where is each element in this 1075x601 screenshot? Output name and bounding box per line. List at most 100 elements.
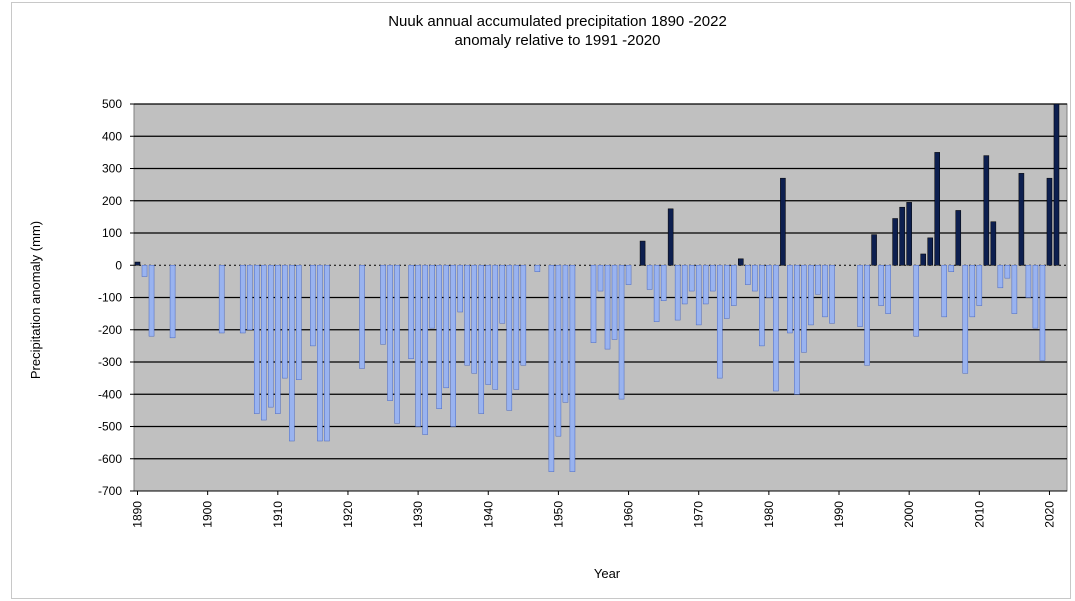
bar-1938 [471, 265, 478, 374]
bar-1902 [218, 265, 225, 334]
x-axis-title: Year [594, 566, 621, 581]
bar-2021 [1053, 103, 1060, 266]
x-tick-label: 1920 [341, 501, 355, 528]
x-tick-label: 2000 [902, 501, 916, 528]
x-tick-label: 2010 [972, 501, 986, 528]
bar-1984 [794, 265, 800, 395]
y-tick-label: -700 [98, 484, 122, 498]
y-tick-label: -200 [98, 323, 122, 337]
bar-1929 [408, 265, 414, 360]
bar-1994 [864, 265, 870, 366]
bar-1997 [885, 265, 891, 314]
x-tick-label: 1990 [832, 501, 846, 528]
bar-1960 [625, 265, 632, 285]
y-tick-label: 400 [102, 129, 122, 143]
bar-2005 [941, 265, 948, 318]
y-tick-label: -300 [98, 355, 122, 369]
bar-1890 [134, 261, 141, 266]
bar-2004 [934, 152, 941, 266]
bar-1913 [296, 265, 302, 380]
bar-1945 [520, 265, 527, 366]
bar-1972 [709, 265, 716, 292]
y-tick-label: 100 [102, 226, 122, 240]
bar-1979 [759, 265, 765, 347]
bar-1911 [282, 265, 288, 379]
bar-1949 [548, 265, 555, 472]
bars [134, 103, 1060, 472]
bar-1908 [261, 265, 267, 421]
bar-2009 [969, 265, 976, 318]
bar-1983 [787, 265, 793, 334]
bar-1906 [246, 265, 253, 330]
bar-1935 [450, 265, 456, 427]
bar-1912 [289, 265, 295, 442]
bar-1970 [695, 265, 702, 326]
y-tick-label: -100 [98, 291, 122, 305]
x-tick-label: 1980 [762, 501, 776, 528]
bar-2013 [997, 265, 1004, 289]
gridlines [134, 103, 1067, 492]
bar-2014 [1004, 265, 1011, 279]
bar-2000 [906, 202, 912, 266]
bar-1982 [780, 177, 786, 266]
bar-1937 [464, 265, 470, 366]
bar-2012 [990, 221, 997, 266]
bar-1975 [731, 265, 737, 306]
chart-title: Nuuk annual accumulated precipitation 18… [0, 12, 1075, 50]
bar-1955 [590, 265, 597, 343]
bar-2018 [1032, 265, 1039, 329]
bar-1940 [485, 265, 492, 385]
bar-1952 [569, 265, 576, 472]
x-tick-label: 1910 [271, 501, 285, 528]
bar-1958 [611, 265, 618, 340]
x-tick-label: 1970 [692, 501, 706, 528]
bar-1933 [436, 265, 442, 410]
bar-1986 [808, 265, 814, 326]
bar-1941 [492, 265, 499, 390]
bar-1956 [597, 265, 604, 292]
bar-2008 [962, 265, 969, 374]
bar-1977 [745, 265, 751, 285]
bar-1930 [415, 265, 421, 427]
bar-1943 [506, 265, 513, 411]
bar-1917 [324, 265, 330, 442]
bar-1971 [702, 265, 709, 305]
bar-1934 [443, 265, 449, 389]
x-tick-label: 1960 [622, 501, 636, 528]
bar-1909 [268, 265, 274, 408]
bar-1957 [604, 265, 611, 350]
y-tick-label: 200 [102, 194, 122, 208]
bar-1922 [359, 265, 365, 369]
chart-title-line1: Nuuk annual accumulated precipitation 18… [388, 13, 727, 30]
bar-1966 [667, 208, 674, 266]
bar-1999 [899, 206, 905, 266]
y-tick-label: -500 [98, 420, 122, 434]
bar-1981 [773, 265, 779, 392]
bar-1980 [766, 265, 772, 298]
bar-1988 [822, 265, 828, 318]
bar-2016 [1018, 173, 1025, 266]
bar-1925 [380, 265, 386, 345]
bar-1996 [878, 265, 884, 306]
bar-1978 [752, 265, 758, 292]
bar-1974 [724, 265, 730, 319]
bar-1932 [429, 265, 435, 329]
bar-1968 [681, 265, 688, 305]
bar-1962 [639, 240, 646, 266]
bar-1967 [674, 265, 681, 321]
x-tick-label: 1900 [201, 501, 215, 528]
bar-2015 [1011, 265, 1018, 314]
bar-2020 [1046, 177, 1053, 266]
bar-1947 [534, 265, 541, 272]
bar-1998 [892, 218, 898, 266]
bar-1916 [317, 265, 323, 442]
x-tick-label: 1890 [131, 501, 145, 528]
bar-2010 [976, 265, 983, 306]
bar-1892 [148, 265, 155, 337]
bar-1895 [169, 265, 176, 339]
bar-1993 [857, 265, 863, 327]
y-axis-ticks: 500 400 300 200 100 0 -100 -200 -300 -400 -500 -600… [98, 97, 134, 498]
y-tick-label: -400 [98, 387, 122, 401]
x-tick-label: 1940 [481, 501, 495, 528]
